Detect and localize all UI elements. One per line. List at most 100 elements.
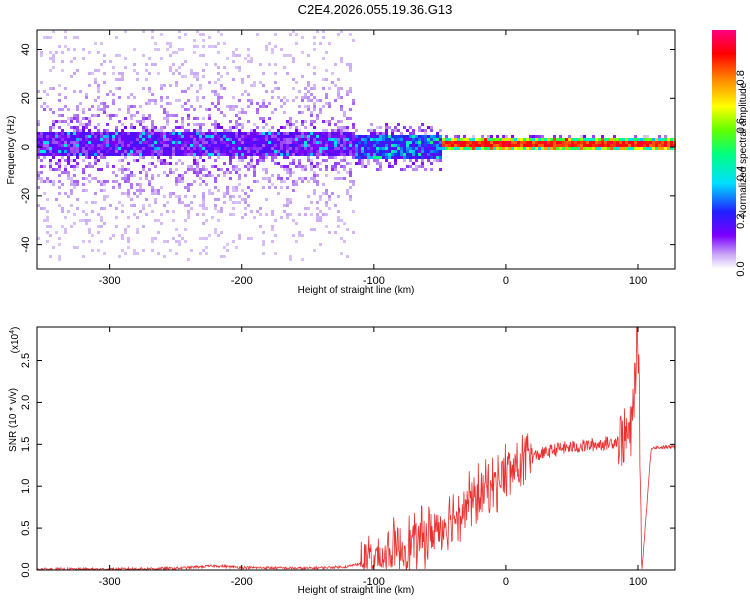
spectrogram-cell [508, 141, 511, 144]
spectrogram-cell [325, 147, 328, 150]
spectrogram-cell [253, 153, 256, 156]
spectrogram-cell [97, 84, 100, 87]
spectrogram-cell [166, 48, 169, 51]
spectrogram-cell [229, 162, 232, 165]
spectrogram-cell [394, 135, 397, 138]
spectrogram-cell [82, 171, 85, 174]
spectrogram-cell [298, 144, 301, 147]
spectrogram-cell [397, 150, 400, 153]
spectrogram-cell [250, 150, 253, 153]
spectrogram-cell [262, 186, 265, 189]
spectrogram-cell [184, 153, 187, 156]
spectrogram-cell [202, 249, 205, 252]
spectrogram-cell [214, 132, 217, 135]
spectrogram-cell [460, 144, 463, 147]
spectrogram-cell [64, 165, 67, 168]
spectrogram-cell [217, 126, 220, 129]
spectrogram-cell [142, 126, 145, 129]
spectrogram-cell [154, 198, 157, 201]
spectrogram-cell [70, 180, 73, 183]
spectrogram-cell [202, 150, 205, 153]
spectrogram-cell [82, 108, 85, 111]
spectrogram-cell [358, 156, 361, 159]
spectrogram-cell [238, 177, 241, 180]
spectrogram-cell [352, 123, 355, 126]
spectrogram-cell [46, 216, 49, 219]
spectrogram-cell [208, 36, 211, 39]
spectrogram-cell [58, 186, 61, 189]
spectrogram-cell [265, 156, 268, 159]
spectrogram-cell [109, 114, 112, 117]
spectrogram-cell [649, 144, 652, 147]
spectrogram-cell [46, 153, 49, 156]
spectrogram-cell [55, 153, 58, 156]
spectrogram-cell [187, 141, 190, 144]
spectrogram-cell [76, 150, 79, 153]
spectrogram-cell [658, 135, 661, 138]
spectrogram-cell [232, 105, 235, 108]
spectrogram-cell [337, 210, 340, 213]
spectrogram-cell [85, 156, 88, 159]
spectrogram-cell [175, 81, 178, 84]
spectrogram-cell [397, 147, 400, 150]
spectrogram-cell [250, 189, 253, 192]
spectrogram-cell [214, 177, 217, 180]
spectrogram-cell [313, 96, 316, 99]
spectrogram-cell [58, 132, 61, 135]
spectrogram-cell [244, 141, 247, 144]
spectrogram-cell [217, 153, 220, 156]
spectrogram-cell [328, 141, 331, 144]
spectrogram-cell [412, 129, 415, 132]
spectrogram-cell [199, 252, 202, 255]
spectrogram-cell [337, 195, 340, 198]
spectrogram-cell [439, 153, 442, 156]
spectrogram-cell [271, 138, 274, 141]
spectrogram-cell [64, 216, 67, 219]
spectrogram-cell [88, 180, 91, 183]
spectrogram-cell [406, 144, 409, 147]
spectrogram-cell [382, 135, 385, 138]
spectrogram-cell [127, 246, 130, 249]
spectrogram-cell [79, 141, 82, 144]
spectrogram-cell [166, 123, 169, 126]
spectrogram-cell [289, 138, 292, 141]
spectrogram-cell [82, 168, 85, 171]
spectrogram-cell [223, 147, 226, 150]
spectrogram-cell [334, 135, 337, 138]
spectrogram-cell [220, 87, 223, 90]
spectrogram-cell [370, 141, 373, 144]
spectrogram-cell [232, 78, 235, 81]
spectrogram-cell [349, 87, 352, 90]
spectrogram-cell [67, 108, 70, 111]
spectrogram-cell [40, 81, 43, 84]
spectrogram-cell [154, 192, 157, 195]
spectrogram-cell [340, 237, 343, 240]
spectrogram-cell [292, 30, 295, 33]
spectrogram-cell [121, 147, 124, 150]
spectrogram-cell [250, 129, 253, 132]
spectrogram-cell [130, 153, 133, 156]
spectrogram-cell [253, 129, 256, 132]
spectrogram-cell [157, 189, 160, 192]
spectrogram-cell [367, 144, 370, 147]
spectrogram-cell [640, 147, 643, 150]
spectrogram-cell [46, 135, 49, 138]
spectrogram-cell [76, 165, 79, 168]
spectrogram-cell [97, 90, 100, 93]
spectrogram-cell [385, 132, 388, 135]
spectrogram-cell [259, 159, 262, 162]
spectrogram-cell [388, 141, 391, 144]
spectrogram-cell [121, 135, 124, 138]
spectrogram-cell [220, 255, 223, 258]
spectrogram-cell [187, 138, 190, 141]
spectrogram-cell [325, 102, 328, 105]
spectrogram-cell [589, 141, 592, 144]
spectrogram-cell [619, 144, 622, 147]
spectrogram-cell [214, 180, 217, 183]
spectrogram-cell [259, 207, 262, 210]
spectrogram-cell [271, 135, 274, 138]
spectrogram-cell [223, 174, 226, 177]
spectrogram-cell [337, 216, 340, 219]
spectrogram-cell [505, 144, 508, 147]
spectrogram-cell [94, 156, 97, 159]
